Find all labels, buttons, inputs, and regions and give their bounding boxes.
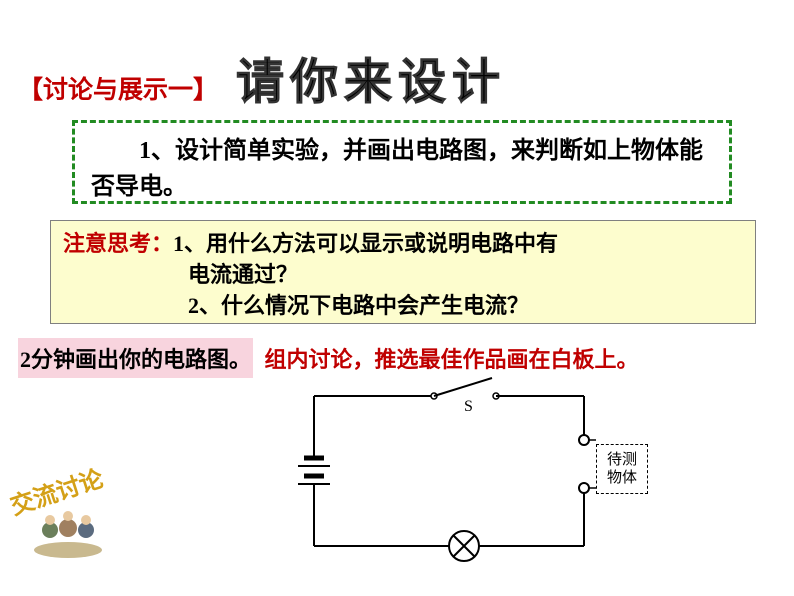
people-discuss-icon [28, 500, 108, 560]
main-title: 请你来设计 [236, 42, 506, 112]
dut-box: 待测 物体 [596, 444, 648, 494]
switch-label: S [464, 398, 473, 416]
attention-q2: 2、什么情况下电路中会产生电流？ [63, 291, 743, 322]
section-label: 【讨论与展示一】 [18, 70, 218, 106]
dut-label-2: 物体 [597, 469, 647, 487]
task-text: 1、设计简单实验，并画出电路图，来判断如上物体能否导电。 [91, 138, 703, 200]
task-box: 1、设计简单实验，并画出电路图，来判断如上物体能否导电。 [72, 120, 732, 204]
attention-box: 注意思考：1、用什么方法可以显示或说明电路中有 电流通过？ 2、什么情况下电路中… [50, 220, 756, 324]
instruction-red: 组内讨论，推选最佳作品画在白板上。 [259, 338, 645, 378]
attention-label: 注意思考： [63, 231, 173, 256]
attention-line1: 注意思考：1、用什么方法可以显示或说明电路中有 [63, 229, 743, 260]
instruction-pink: 2分钟画出你的电路图。 [18, 338, 253, 378]
attention-q1b: 电流通过？ [63, 260, 743, 291]
attention-q1a: 1、用什么方法可以显示或说明电路中有 [173, 231, 558, 256]
header-row: 【讨论与展示一】 请你来设计 [18, 42, 776, 112]
instruction-row: 2分钟画出你的电路图。 组内讨论，推选最佳作品画在白板上。 [18, 338, 778, 378]
dut-label-1: 待测 [597, 451, 647, 469]
